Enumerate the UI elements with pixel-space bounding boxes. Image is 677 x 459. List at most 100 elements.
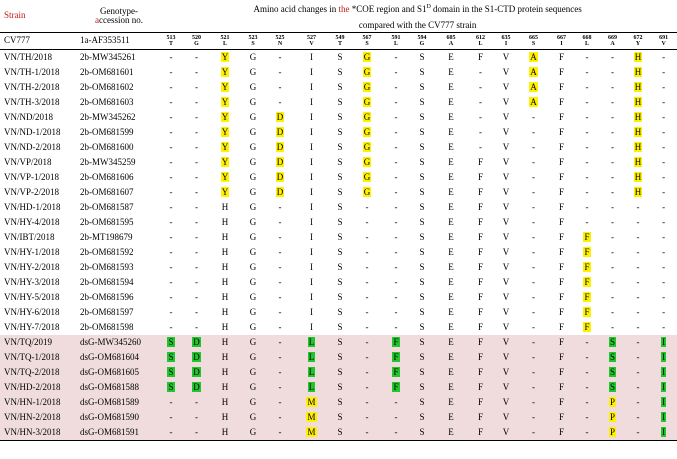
residue-cell: - (195, 306, 198, 317)
residue-cell: - (626, 425, 650, 441)
residue-cell: - (532, 246, 535, 257)
residue-cell: S (337, 261, 343, 272)
table-row: VN/HY-3/2018 2b-OM681594 - - H G - I S - - S E F V - F F -… (0, 275, 677, 290)
residue-cell: - (169, 81, 173, 92)
residue-cell: S (337, 171, 343, 182)
accession-number: 2b-OM681592 (80, 246, 134, 257)
residue-cell: V (502, 156, 510, 167)
residue-cell: V (502, 171, 510, 182)
position-header: 525 N (265, 32, 295, 50)
residue-cell: - (519, 350, 548, 365)
residue-cell: - (278, 261, 282, 272)
residue-cell: - (195, 216, 198, 227)
residue-cell: - (611, 261, 614, 272)
residue-cell: - (394, 111, 398, 122)
residue-cell: - (195, 66, 198, 77)
residue-cell: - (382, 395, 410, 410)
residue-cell: H (633, 141, 643, 152)
residue-cell: S (328, 425, 352, 441)
residue-cell: - (636, 306, 640, 317)
residue-cell: F (477, 246, 483, 257)
accession-number: dsG-OM681590 (80, 410, 158, 425)
residue-cell: - (195, 321, 198, 332)
residue-cell: - (636, 246, 640, 257)
strain-name: VN/TQ-2/2018 (0, 365, 80, 380)
residue-cell: - (365, 276, 369, 287)
residue-cell: S (410, 350, 434, 365)
residue-cell: G (249, 276, 257, 287)
residue-cell: G (249, 306, 257, 317)
residue-cell: - (195, 156, 198, 167)
residue-cell: G (241, 350, 265, 365)
residue-cell: E (448, 246, 454, 257)
residue-cell: D (184, 365, 209, 380)
residue-cell: D (275, 141, 285, 152)
residue-cell: E (434, 410, 468, 425)
residue-cell: F (468, 350, 493, 365)
residue-cell: - (394, 231, 398, 242)
strain-name: VN/TH-1/2018 (4, 66, 60, 77)
residue-cell: - (532, 126, 535, 137)
residue-cell: - (519, 410, 548, 425)
position-header: 523 S (241, 32, 265, 50)
strain-name: VN/HY-7/2018 (4, 321, 60, 332)
residue-cell: V (502, 261, 510, 272)
residue-cell: - (662, 201, 666, 212)
accession-number: 2b-OM681599 (80, 126, 134, 137)
residue-cell: - (636, 261, 640, 272)
residue-cell: F (583, 291, 591, 302)
residue-cell: F (468, 335, 493, 350)
residue-cell: V (493, 350, 519, 365)
residue-cell: - (636, 231, 640, 242)
residue-cell: V (502, 231, 510, 242)
residue-cell: F (548, 380, 575, 395)
residue-cell: - (169, 246, 173, 257)
residue-cell: F (558, 141, 564, 152)
residue-cell: I (650, 380, 677, 395)
position-header: 691 V (650, 32, 677, 50)
residue-cell: - (626, 365, 650, 380)
residue-cell: F (558, 231, 564, 242)
residue-cell: I (310, 246, 313, 257)
residue-cell: V (493, 335, 519, 350)
residue-cell: E (434, 350, 468, 365)
residue-cell: G (241, 335, 265, 350)
residue-cell: F (468, 410, 493, 425)
table-row: VN/TQ-2/2018 dsG-OM681605 S D H G - L S - F S E F V - F -… (0, 365, 677, 380)
residue-cell: S (328, 49, 352, 65)
residue-cell: H (221, 201, 229, 212)
residue-cell: F (558, 171, 564, 182)
residue-cell: - (611, 246, 614, 257)
residue-cell: Y (220, 111, 230, 122)
residue-cell: F (477, 156, 483, 167)
strain-name: VN/TH-3/2018 (4, 96, 60, 107)
residue-cell: - (532, 321, 535, 332)
residue-cell: V (502, 66, 510, 77)
residue-cell: H (221, 231, 229, 242)
residue-cell: - (585, 216, 589, 227)
residue-cell: - (636, 201, 640, 212)
residue-cell: S (419, 246, 425, 257)
residue-cell: S (337, 246, 343, 257)
residue-cell: - (352, 425, 382, 441)
residue-cell: F (477, 231, 483, 242)
table-row: VN/TH-3/2018 2b-OM681603 - - Y G - I S G - S E - V A F - -… (0, 95, 677, 110)
residue-cell: - (394, 96, 398, 107)
residue-cell: S (419, 96, 425, 107)
residue-cell: - (662, 306, 666, 317)
residue-cell: - (532, 216, 535, 227)
residue-cell: F (477, 201, 483, 212)
residue-cell: S (410, 380, 434, 395)
mutation-table: Strain Genotype-accession no. Amino acid… (0, 4, 677, 441)
residue-cell: P (599, 410, 626, 425)
residue-cell: F (468, 49, 493, 65)
residue-cell: S (410, 49, 434, 65)
residue-cell: - (382, 425, 410, 441)
residue-cell: - (278, 81, 282, 92)
residue-cell: - (195, 81, 198, 92)
residue-cell: E (434, 365, 468, 380)
residue-cell: V (493, 380, 519, 395)
residue-cell: - (585, 96, 589, 107)
residue-cell: H (633, 186, 643, 197)
residue-cell: F (468, 425, 493, 441)
